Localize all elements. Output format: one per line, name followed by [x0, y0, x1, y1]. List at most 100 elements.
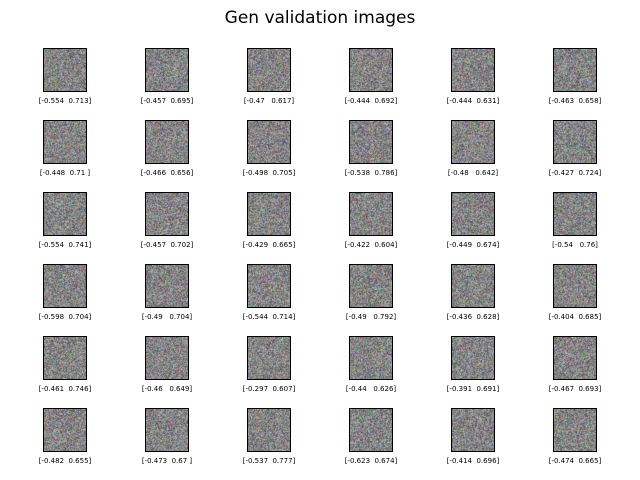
- image-caption: [-0.482 0.655]: [38, 457, 92, 465]
- generated-image: [451, 120, 495, 164]
- image-cell: [-0.427 0.724]: [530, 120, 620, 186]
- image-cell: [-0.537 0.777]: [224, 408, 314, 474]
- noise-image: [248, 49, 290, 91]
- noise-image: [350, 49, 392, 91]
- image-cell: [-0.49 0.704]: [122, 264, 212, 330]
- generated-image: [349, 48, 393, 92]
- generated-image: [43, 336, 87, 380]
- generated-image: [349, 408, 393, 452]
- generated-image: [553, 264, 597, 308]
- image-cell: [-0.554 0.713]: [20, 48, 110, 114]
- image-caption: [-0.623 0.674]: [344, 457, 398, 465]
- image-cell: [-0.44 0.626]: [326, 336, 416, 402]
- noise-image: [146, 337, 188, 379]
- generated-image: [451, 264, 495, 308]
- image-caption: [-0.48 0.642]: [447, 169, 499, 177]
- noise-image: [146, 121, 188, 163]
- generated-image: [43, 192, 87, 236]
- image-cell: [-0.473 0.67 ]: [122, 408, 212, 474]
- image-cell: [-0.457 0.702]: [122, 192, 212, 258]
- generated-image: [145, 120, 189, 164]
- image-cell: [-0.46 0.649]: [122, 336, 212, 402]
- generated-image: [145, 48, 189, 92]
- image-cell: [-0.297 0.607]: [224, 336, 314, 402]
- image-cell: [-0.444 0.692]: [326, 48, 416, 114]
- image-cell: [-0.47 0.617]: [224, 48, 314, 114]
- image-caption: [-0.436 0.628]: [446, 313, 500, 321]
- generated-image: [553, 48, 597, 92]
- noise-image: [452, 49, 494, 91]
- image-caption: [-0.467 0.693]: [548, 385, 602, 393]
- image-caption: [-0.427 0.724]: [548, 169, 602, 177]
- image-caption: [-0.444 0.692]: [344, 97, 398, 105]
- image-cell: [-0.404 0.685]: [530, 264, 620, 330]
- noise-image: [146, 49, 188, 91]
- generated-image: [43, 120, 87, 164]
- noise-image: [554, 409, 596, 451]
- noise-image: [146, 409, 188, 451]
- image-caption: [-0.544 0.714]: [242, 313, 296, 321]
- noise-image: [452, 265, 494, 307]
- noise-image: [44, 121, 86, 163]
- image-cell: [-0.436 0.628]: [428, 264, 518, 330]
- image-caption: [-0.49 0.792]: [345, 313, 397, 321]
- figure-title: Gen validation images: [224, 8, 416, 28]
- image-caption: [-0.598 0.704]: [38, 313, 92, 321]
- image-caption: [-0.463 0.658]: [548, 97, 602, 105]
- noise-image: [248, 121, 290, 163]
- image-caption: [-0.449 0.674]: [446, 241, 500, 249]
- image-caption: [-0.474 0.665]: [548, 457, 602, 465]
- noise-image: [146, 265, 188, 307]
- image-caption: [-0.448 0.71 ]: [39, 169, 91, 177]
- image-cell: [-0.474 0.665]: [530, 408, 620, 474]
- image-caption: [-0.297 0.607]: [242, 385, 296, 393]
- generated-image: [145, 408, 189, 452]
- generated-image: [247, 336, 291, 380]
- noise-image: [350, 121, 392, 163]
- noise-image: [44, 265, 86, 307]
- noise-image: [452, 193, 494, 235]
- generated-image: [451, 192, 495, 236]
- noise-image: [452, 121, 494, 163]
- noise-image: [554, 193, 596, 235]
- noise-image: [554, 121, 596, 163]
- image-cell: [-0.538 0.786]: [326, 120, 416, 186]
- image-cell: [-0.461 0.746]: [20, 336, 110, 402]
- noise-image: [452, 337, 494, 379]
- generated-image: [451, 48, 495, 92]
- generated-image: [553, 192, 597, 236]
- image-cell: [-0.554 0.741]: [20, 192, 110, 258]
- image-cell: [-0.623 0.674]: [326, 408, 416, 474]
- image-cell: [-0.422 0.604]: [326, 192, 416, 258]
- image-caption: [-0.554 0.741]: [38, 241, 92, 249]
- generated-image: [43, 48, 87, 92]
- generated-image: [145, 264, 189, 308]
- generated-image: [553, 120, 597, 164]
- generated-image: [349, 192, 393, 236]
- generated-image: [145, 336, 189, 380]
- image-caption: [-0.466 0.656]: [140, 169, 194, 177]
- noise-image: [350, 337, 392, 379]
- image-cell: [-0.444 0.631]: [428, 48, 518, 114]
- image-cell: [-0.48 0.642]: [428, 120, 518, 186]
- image-cell: [-0.49 0.792]: [326, 264, 416, 330]
- noise-image: [554, 337, 596, 379]
- noise-image: [350, 193, 392, 235]
- image-caption: [-0.461 0.746]: [38, 385, 92, 393]
- image-cell: [-0.498 0.705]: [224, 120, 314, 186]
- generated-image: [349, 120, 393, 164]
- image-caption: [-0.554 0.713]: [38, 97, 92, 105]
- image-cell: [-0.457 0.695]: [122, 48, 212, 114]
- image-cell: [-0.463 0.658]: [530, 48, 620, 114]
- image-caption: [-0.54 0.76]: [552, 241, 598, 249]
- noise-image: [248, 265, 290, 307]
- image-caption: [-0.414 0.696]: [446, 457, 500, 465]
- image-caption: [-0.422 0.604]: [344, 241, 398, 249]
- generated-image: [553, 408, 597, 452]
- image-caption: [-0.44 0.626]: [345, 385, 397, 393]
- noise-image: [554, 49, 596, 91]
- image-caption: [-0.457 0.695]: [140, 97, 194, 105]
- noise-image: [44, 337, 86, 379]
- generated-image: [247, 408, 291, 452]
